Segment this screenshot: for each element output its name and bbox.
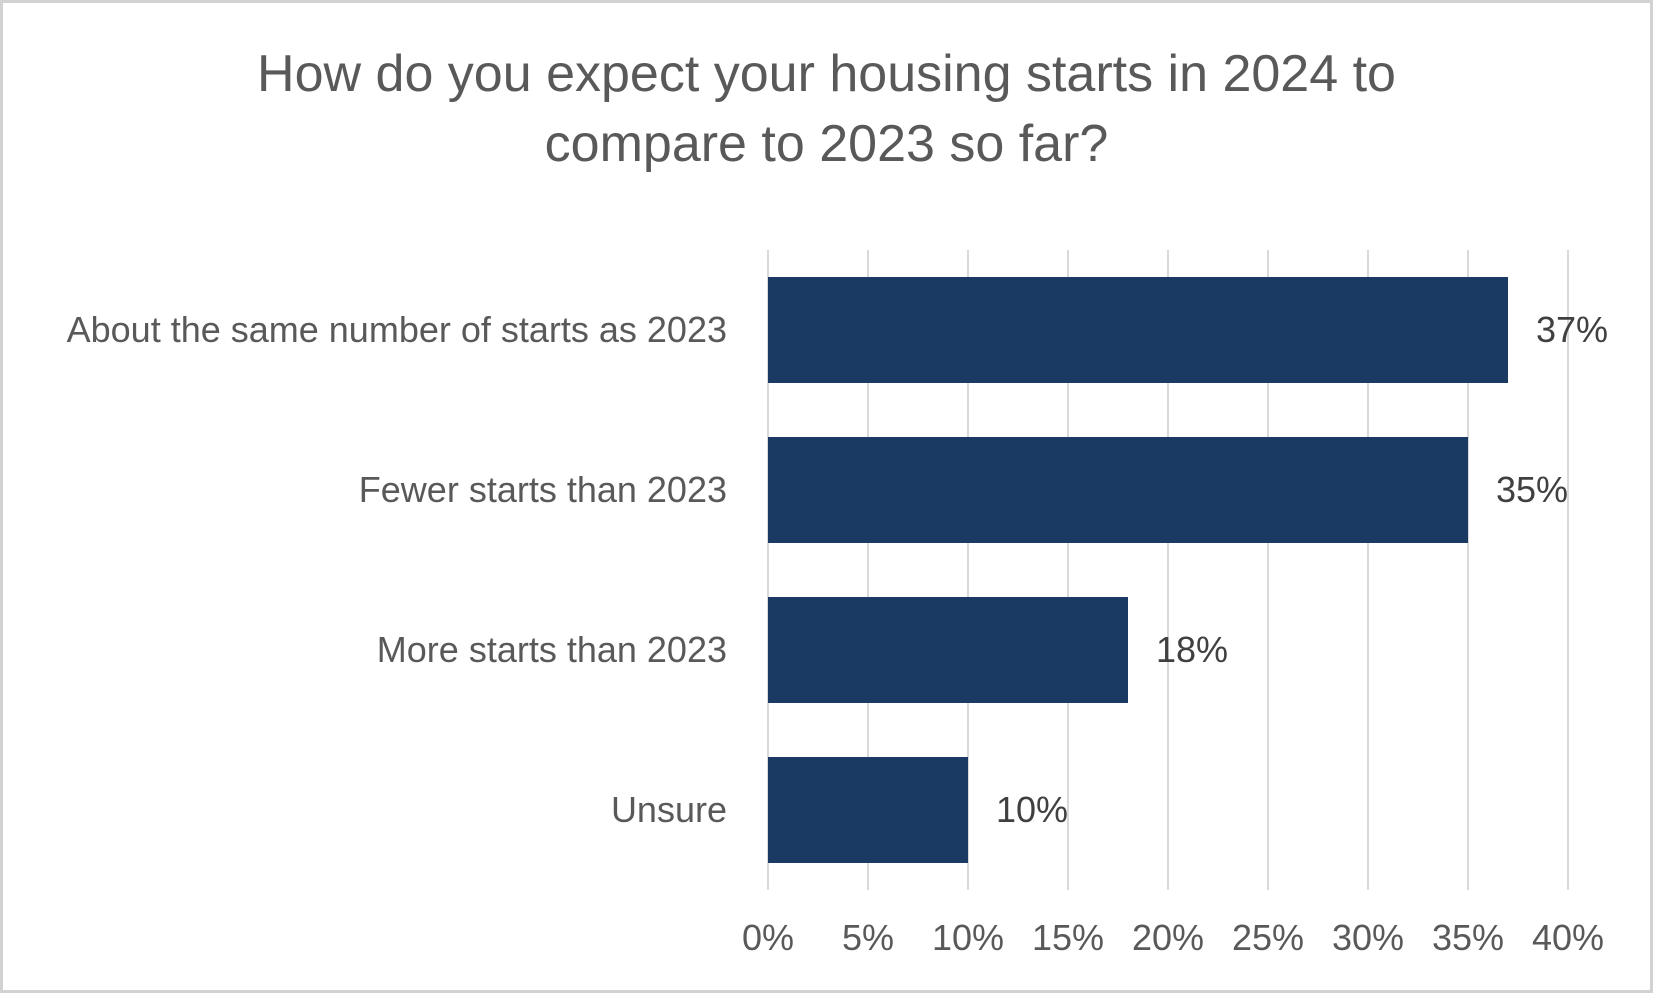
chart-title: How do you expect your housing starts in… [3,39,1650,179]
x-tick-label: 30% [1331,917,1405,958]
x-tick-label: 15% [1031,917,1105,958]
category-label: Unsure [610,789,727,830]
gridline [967,250,969,890]
chart-title-line2: compare to 2023 so far? [544,115,1109,173]
x-tick-label: 5% [841,917,895,958]
gridline [1067,250,1069,890]
data-label: 18% [1156,629,1229,670]
x-tick-label: 20% [1131,917,1205,958]
data-label: 35% [1496,469,1569,510]
x-tick-label: 10% [931,917,1005,958]
gridline [867,250,869,890]
x-tick-label: 25% [1231,917,1305,958]
category-label: About the same number of starts as 2023 [66,309,727,350]
gridline [1367,250,1369,890]
data-label: 37% [1536,309,1609,350]
x-axis-tick-labels: 0% 5% 10% 15% 20% 25% 30% 35% 40% [742,906,1604,970]
gridline [1467,250,1469,890]
x-tick-label: 0% [741,917,795,958]
data-label: 10% [996,789,1069,830]
category-label: More starts than 2023 [376,629,727,670]
bar [768,437,1468,543]
bar [768,277,1508,383]
x-tick-label: 35% [1431,917,1505,958]
gridline [767,250,769,890]
plot-area: 37% 35% 18% 10% [767,250,1608,890]
gridline [1267,250,1269,890]
gridline [1567,250,1569,890]
bar [768,597,1128,703]
category-axis-labels: About the same number of starts as 2023 F… [3,250,727,890]
x-tick-label: 40% [1531,917,1605,958]
gridline [1167,250,1169,890]
bar [768,757,968,863]
category-label: Fewer starts than 2023 [358,469,727,510]
chart-title-line1: How do you expect your housing starts in… [257,45,1396,103]
